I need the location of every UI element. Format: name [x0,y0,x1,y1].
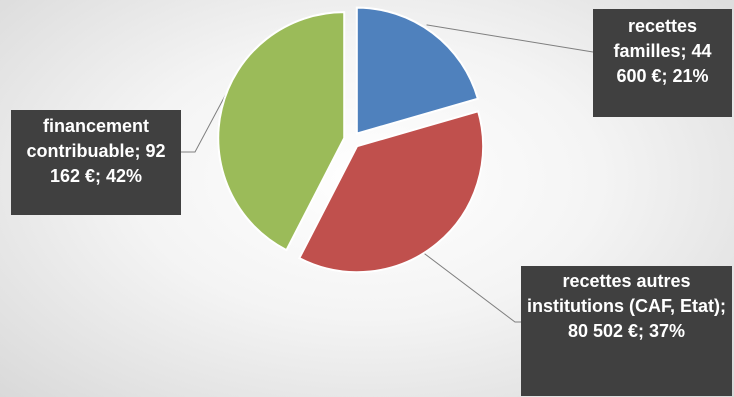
pie-slice-financement-contribuable [217,11,346,252]
leader-line-financement-contribuable [181,94,227,153]
pie-slice-recettes-familles [355,6,480,135]
data-label-recettes-autres-institutions: recettes autres institutions (CAF, Etat)… [521,266,732,396]
leader-line-recettes-familles [426,24,594,53]
data-label-recettes-familles: recettes familles; 44 600 €; 21% [593,9,732,117]
leader-lines [181,24,594,323]
data-label-financement-contribuable: financement contribuable; 92 162 €; 42% [11,110,181,215]
pie-slice-recettes-autres-institutions [297,110,485,274]
leader-line-recettes-autres-institutions [418,249,521,323]
pie-slices [217,6,485,274]
